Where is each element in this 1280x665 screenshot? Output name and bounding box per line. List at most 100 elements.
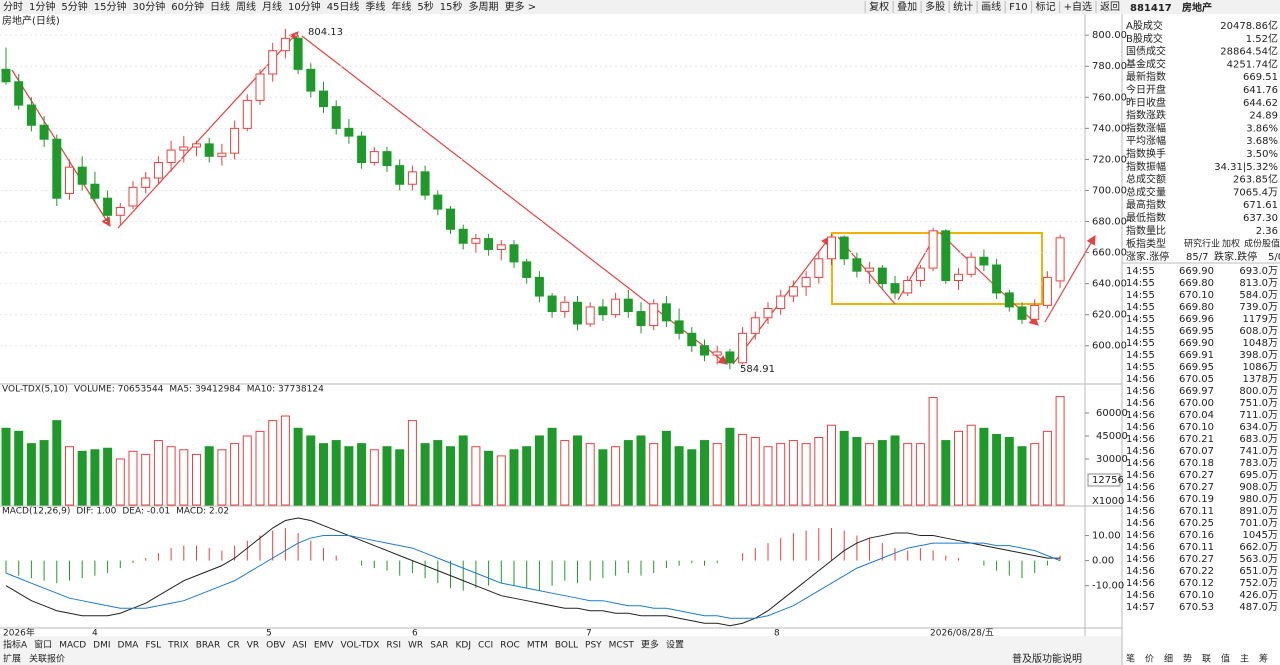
- tool-button[interactable]: 返回: [1100, 1, 1120, 13]
- tool-icon[interactable]: 势: [1183, 653, 1192, 665]
- tool-button[interactable]: 画线: [981, 0, 1001, 13]
- tick-volume: 584.0万: [1239, 290, 1278, 301]
- period-tab[interactable]: 年线: [391, 0, 411, 13]
- period-tab[interactable]: 10分钟: [288, 0, 321, 13]
- tool-icon[interactable]: 细: [1164, 653, 1173, 665]
- indicator-tab[interactable]: SAR: [430, 641, 448, 651]
- candle-body: [230, 127, 240, 154]
- indicator-tab[interactable]: VOL-TDX: [340, 641, 379, 651]
- volume-bar: [827, 424, 836, 506]
- candle-body: [103, 197, 113, 216]
- indicator-tab[interactable]: PSY: [585, 641, 602, 651]
- tool-icon[interactable]: 笔: [1126, 653, 1135, 665]
- tick-volume: 1048万: [1243, 338, 1278, 349]
- macd-line: [5, 535, 1061, 619]
- candle-body: [395, 165, 405, 185]
- tick-price: 670.04: [1179, 410, 1214, 421]
- period-tab[interactable]: 1分钟: [29, 0, 55, 13]
- indicator-tab[interactable]: MCST: [609, 641, 635, 651]
- tick-price: 669.95: [1179, 362, 1214, 373]
- tool-button[interactable]: 多股: [925, 0, 945, 13]
- indicator-tab[interactable]: RSI: [386, 641, 401, 651]
- indicator-tab[interactable]: 指标A: [3, 639, 28, 651]
- tool-icon[interactable]: 价: [1145, 654, 1154, 665]
- indicator-tab[interactable]: DMA: [118, 641, 140, 651]
- tool-button[interactable]: F10: [1009, 2, 1027, 13]
- candle-body: [1017, 306, 1027, 320]
- candle-body: [636, 311, 646, 327]
- indicator-tab[interactable]: FSL: [145, 641, 161, 651]
- period-tab[interactable]: 更多 >: [505, 0, 537, 13]
- quote-unit: 亿: [1268, 57, 1278, 70]
- period-tab[interactable]: 分时: [3, 1, 23, 13]
- volume-bar: [674, 446, 684, 506]
- volume-bar: [115, 458, 125, 506]
- indicator-tab[interactable]: KDJ: [455, 641, 471, 651]
- help-link[interactable]: 普及版功能说明: [1012, 652, 1082, 665]
- volume-bar: [560, 440, 570, 506]
- candle-body: [1030, 304, 1040, 320]
- indicator-tab[interactable]: ASI: [292, 641, 307, 651]
- indicator-tab[interactable]: OBV: [266, 641, 286, 651]
- period-tab[interactable]: 周线: [236, 0, 256, 13]
- tool-button[interactable]: 叠加: [897, 1, 917, 13]
- volume-bar: [90, 449, 100, 506]
- period-tab[interactable]: 月线: [262, 0, 282, 13]
- candle-body: [700, 345, 709, 356]
- indicator-tab[interactable]: ROC: [500, 641, 520, 651]
- period-tab[interactable]: 45日线: [327, 0, 360, 13]
- period-tab[interactable]: 60分钟: [171, 0, 204, 13]
- tool-button[interactable]: +自选: [1064, 0, 1092, 13]
- tick-time: 14:56: [1126, 518, 1155, 529]
- indicator-tab[interactable]: BOLL: [555, 641, 578, 651]
- tick-time: 14:56: [1126, 482, 1155, 493]
- candle-body: [509, 244, 519, 263]
- indicator-tab[interactable]: MTM: [527, 641, 548, 651]
- tool-button[interactable]: 复权: [869, 0, 889, 13]
- tool-button[interactable]: 标记: [1036, 1, 1056, 13]
- tool-icon[interactable]: 联: [1202, 654, 1211, 665]
- candle-body: [814, 258, 824, 278]
- indicator-tab[interactable]: EMV: [314, 641, 334, 651]
- period-tab[interactable]: 5秒: [417, 0, 433, 13]
- indicator-tab[interactable]: TRIX: [167, 641, 189, 651]
- x-label: 4: [92, 629, 98, 639]
- indicator-tab[interactable]: CCI: [478, 641, 493, 651]
- period-tab[interactable]: 15秒: [440, 0, 463, 13]
- period-tab[interactable]: 季线: [365, 0, 385, 13]
- tool-icon[interactable]: 值: [1221, 653, 1230, 665]
- extra-tab[interactable]: 关联报价: [29, 653, 65, 665]
- indicator-tab[interactable]: DMI: [93, 641, 110, 651]
- tick-price: 670.07: [1179, 446, 1214, 457]
- period-tab[interactable]: 日线: [210, 0, 230, 13]
- period-tab[interactable]: 5分钟: [61, 0, 87, 13]
- y-tick-label: 30000: [1096, 454, 1128, 465]
- candle-body: [39, 124, 49, 140]
- volume-bar: [573, 435, 582, 506]
- quote-label: 总成交量: [1126, 185, 1166, 198]
- candle-body: [293, 37, 303, 70]
- extra-tab[interactable]: 扩展: [3, 653, 21, 665]
- indicator-tab[interactable]: 设置: [666, 640, 684, 651]
- indicator-tab[interactable]: CR: [227, 641, 240, 651]
- breadth-cell: 5/0: [1268, 252, 1280, 263]
- volume-bar: [877, 440, 887, 506]
- candle-body: [573, 301, 582, 325]
- indicator-tab[interactable]: BRAR: [196, 641, 220, 651]
- candle-body: [915, 267, 925, 282]
- volume-bar: [204, 446, 214, 506]
- tool-icon[interactable]: 主: [1240, 653, 1249, 665]
- tool-icon[interactable]: 筹: [1259, 653, 1268, 665]
- period-tab[interactable]: 多周期: [469, 0, 499, 13]
- indicator-tab[interactable]: 窗口: [34, 639, 52, 651]
- tick-time: 14:56: [1126, 458, 1155, 469]
- indicator-tab[interactable]: VR: [247, 641, 259, 651]
- period-tab[interactable]: 15分钟: [94, 0, 127, 13]
- indicator-tab[interactable]: MACD: [59, 641, 86, 651]
- period-tab[interactable]: 30分钟: [132, 0, 165, 13]
- tool-button[interactable]: 统计: [953, 0, 973, 13]
- indicator-tab[interactable]: WR: [408, 641, 423, 651]
- macd-legend: MACD(12,26,9): [2, 507, 70, 517]
- indicator-tab[interactable]: 更多: [641, 639, 659, 651]
- volume-bar: [700, 440, 709, 506]
